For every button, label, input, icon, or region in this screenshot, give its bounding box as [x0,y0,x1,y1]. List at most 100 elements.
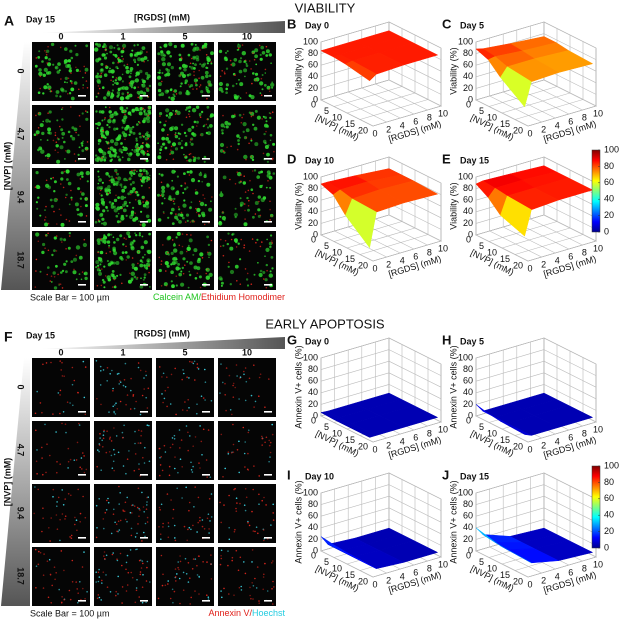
cell [96,78,101,83]
cell [96,465,98,468]
cell [251,549,254,551]
cell [223,56,227,60]
cell [97,43,102,48]
cell [186,170,190,174]
cell [41,530,43,533]
cell [121,207,124,210]
cell [138,69,143,74]
cell [123,237,126,239]
cell [176,231,181,236]
cell [179,458,182,461]
cell [196,366,199,369]
cell [65,150,67,152]
cell [81,192,85,196]
cell [259,92,262,95]
cell [178,53,182,57]
cell [124,110,127,112]
cell [269,133,273,137]
cell [239,82,244,87]
cell [103,56,108,60]
rgds-tick-label: 8 [427,112,432,122]
cell [246,196,249,200]
cell [148,84,152,88]
cell [234,207,237,210]
cell [165,67,169,71]
cell [237,142,240,146]
cell [186,233,188,236]
cell [113,127,117,131]
cell [197,213,200,216]
cell [98,271,102,276]
cell [184,108,188,111]
cell [198,462,200,464]
cell [192,558,195,560]
cell [193,220,196,223]
cell [246,468,249,471]
cell [149,286,151,288]
cell [136,532,138,535]
cell [111,553,114,556]
cell [203,155,207,159]
cell [174,113,177,115]
cell [67,493,70,495]
cell [267,144,270,147]
cell [195,46,200,51]
day-label: Day 0 [305,20,329,30]
cell [37,127,40,129]
cell [210,400,213,402]
cell [146,88,150,92]
cell [190,596,192,599]
cell [157,218,162,222]
cell [237,49,240,51]
scale-bar [78,411,86,413]
cell [238,440,240,443]
cell [70,189,72,192]
cell [102,151,107,156]
cell [82,84,84,86]
cell [45,54,48,56]
cell [243,244,246,246]
scale-bar [140,95,148,97]
cell [82,452,84,454]
cell [221,596,223,599]
cell [98,220,101,223]
cell [140,57,145,62]
cell [54,131,57,134]
cell [46,560,49,562]
cell [130,210,135,214]
cell [107,90,110,92]
cell [234,487,236,490]
cell [142,168,146,173]
surface-patch [345,423,377,438]
cell [44,216,47,218]
cell [116,91,121,95]
cell [104,49,107,52]
cell [254,530,256,533]
cell [147,107,150,109]
nvp-grid-line [501,227,571,249]
cell [54,149,57,151]
cell [174,134,179,139]
cell [141,222,146,228]
cell [35,184,40,189]
cell [193,120,197,124]
cell [183,67,187,72]
cell [96,527,98,529]
cell [112,405,114,408]
cell [233,238,238,243]
cell [237,569,240,572]
cell [56,223,58,225]
scale-bar [264,158,272,160]
cell [273,150,275,153]
cell [239,283,242,286]
cell [188,115,191,118]
cell [247,189,250,192]
cell [37,488,39,491]
cell [105,554,108,557]
cell [48,527,50,529]
cell [173,44,177,49]
cell [220,590,222,592]
cell [239,258,242,261]
cell [106,209,109,212]
